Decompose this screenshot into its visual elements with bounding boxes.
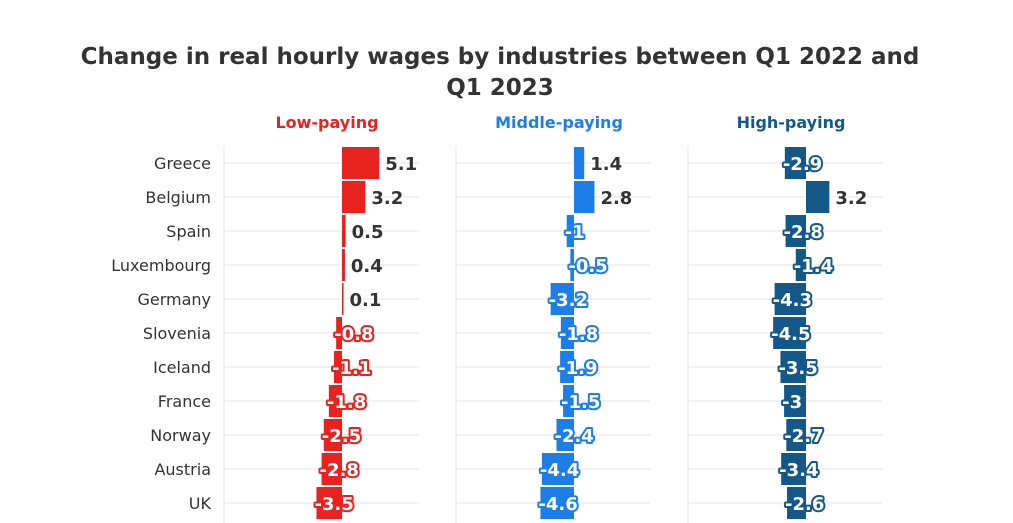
data-label-high-paying-iceland: -3.5 — [778, 358, 817, 379]
data-label-high-paying-germany: -4.3 — [773, 290, 812, 311]
data-label-high-paying-belgium: 3.2 — [835, 188, 867, 209]
bar-high-paying-uk — [787, 487, 806, 519]
country-label-austria: Austria — [154, 460, 211, 479]
country-labels: Greece Belgium Spain Luxembourg Germany Slove… — [111, 154, 211, 513]
data-label-high-paying-uk: -2.6 — [785, 494, 824, 515]
bar-high-paying-belgium — [806, 181, 830, 213]
data-label-middle-paying-uk: -4.6 — [538, 494, 577, 515]
data-label-middle-paying-iceland: -1.9 — [558, 358, 597, 379]
country-label-spain: Spain — [166, 222, 211, 241]
bar-low-paying-iceland — [333, 351, 342, 383]
bar-middle-paying-france — [563, 385, 574, 417]
bar-low-paying-belgium — [342, 181, 366, 213]
data-label-high-paying-norway: -2.7 — [784, 426, 823, 447]
data-label-low-paying-greece: 5.1 — [385, 154, 417, 175]
data-label-high-paying-slovenia: -4.5 — [771, 324, 810, 345]
bar-middle-paying-spain — [566, 215, 574, 247]
chart-title-line-1: Change in real hourly wages by industrie… — [80, 44, 920, 70]
data-label-low-paying-norway: -2.5 — [322, 426, 361, 447]
data-label-high-paying-greece: -2.9 — [783, 154, 822, 175]
data-label-low-paying-belgium: 3.2 — [371, 188, 403, 209]
country-label-belgium: Belgium — [145, 188, 211, 207]
data-label-high-paying-france: -3 — [782, 392, 802, 413]
country-label-uk: UK — [189, 494, 212, 513]
data-label-low-paying-luxembourg: 0.4 — [351, 256, 383, 277]
bar-high-paying-slovenia — [773, 317, 806, 349]
bar-high-paying-greece — [784, 147, 806, 179]
country-label-germany: Germany — [137, 290, 211, 309]
panel-header-middle-paying: Middle-paying — [495, 113, 623, 132]
data-label-low-paying-germany: 0.1 — [350, 290, 382, 311]
bar-low-paying-luxembourg — [342, 249, 345, 281]
data-label-middle-paying-luxembourg: -0.5 — [568, 256, 607, 277]
bar-middle-paying-norway — [556, 419, 574, 451]
country-label-slovenia: Slovenia — [143, 324, 211, 343]
bar-middle-paying-germany — [550, 283, 574, 315]
data-label-high-paying-spain: -2.8 — [784, 222, 823, 243]
bar-high-paying-luxembourg — [795, 249, 806, 281]
data-label-low-paying-uk: -3.5 — [314, 494, 353, 515]
panel-header-low-paying: Low-paying — [275, 113, 378, 132]
bar-middle-paying-uk — [540, 487, 574, 519]
chart-title-line-2: Q1 2023 — [446, 75, 554, 101]
bar-low-paying-greece — [342, 147, 380, 179]
data-label-middle-paying-germany: -3.2 — [549, 290, 588, 311]
bar-high-paying-germany — [774, 283, 806, 315]
data-label-middle-paying-slovenia: -1.8 — [559, 324, 598, 345]
bar-low-paying-france — [328, 385, 342, 417]
panels: Low-paying 5.1 3.2 0.5 0.4 0.1 -0.8 -1.1 -1.8 -2.… — [275, 113, 867, 519]
bar-middle-paying-belgium — [574, 181, 595, 213]
country-label-luxembourg: Luxembourg — [111, 256, 211, 275]
bar-low-paying-austria — [321, 453, 342, 485]
panel-header-high-paying: High-paying — [737, 113, 846, 132]
bar-low-paying-spain — [342, 215, 346, 247]
panel-low-paying: Low-paying 5.1 3.2 0.5 0.4 0.1 -0.8 -1.1 -1.8 -2.… — [275, 113, 417, 519]
panel-high-paying: High-paying -2.9 3.2 -2.8 -1.4 -4.3 -4.5 -3.5 -3… — [737, 113, 867, 519]
bar-high-paying-austria — [781, 453, 806, 485]
grid-layer — [223, 146, 882, 523]
bar-middle-paying-luxembourg — [570, 249, 574, 281]
data-label-low-paying-spain: 0.5 — [352, 222, 384, 243]
country-label-france: France — [158, 392, 211, 411]
bar-middle-paying-austria — [541, 453, 574, 485]
data-label-middle-paying-spain: -1 — [565, 222, 585, 243]
bar-low-paying-slovenia — [336, 317, 342, 349]
bar-low-paying-norway — [323, 419, 342, 451]
data-label-low-paying-iceland: -1.1 — [332, 358, 371, 379]
bar-middle-paying-iceland — [560, 351, 574, 383]
data-label-middle-paying-norway: -2.4 — [554, 426, 593, 447]
data-label-low-paying-slovenia: -0.8 — [334, 324, 373, 345]
country-label-norway: Norway — [150, 426, 211, 445]
bar-low-paying-germany — [342, 283, 344, 315]
bar-middle-paying-greece — [574, 147, 585, 179]
bar-high-paying-norway — [786, 419, 806, 451]
country-label-greece: Greece — [154, 154, 211, 173]
bar-middle-paying-slovenia — [560, 317, 574, 349]
bar-high-paying-spain — [785, 215, 806, 247]
data-label-middle-paying-france: -1.5 — [561, 392, 600, 413]
data-label-low-paying-austria: -2.8 — [320, 460, 359, 481]
bar-low-paying-uk — [316, 487, 342, 519]
data-label-middle-paying-greece: 1.4 — [590, 154, 622, 175]
bar-high-paying-france — [784, 385, 806, 417]
data-label-low-paying-france: -1.8 — [327, 392, 366, 413]
chart-title: Change in real hourly wages by industrie… — [0, 42, 1000, 104]
bar-high-paying-iceland — [780, 351, 806, 383]
data-label-high-paying-austria: -3.4 — [779, 460, 818, 481]
data-label-middle-paying-belgium: 2.8 — [600, 188, 632, 209]
data-label-middle-paying-austria: -4.4 — [540, 460, 579, 481]
country-label-iceland: Iceland — [153, 358, 211, 377]
panel-middle-paying: Middle-paying 1.4 2.8 -1 -0.5 -3.2 -1.8 -1.9 -1.… — [495, 113, 632, 519]
data-label-high-paying-luxembourg: -1.4 — [794, 256, 833, 277]
